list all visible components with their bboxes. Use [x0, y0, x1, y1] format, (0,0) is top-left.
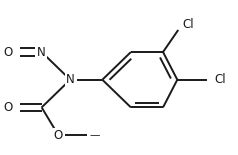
Text: Cl: Cl	[182, 18, 194, 31]
Text: N: N	[66, 73, 74, 86]
Text: Cl: Cl	[214, 73, 226, 86]
Text: O: O	[4, 46, 13, 59]
Text: O: O	[4, 101, 13, 114]
Text: O: O	[54, 128, 63, 142]
Text: —: —	[89, 130, 100, 140]
Text: N: N	[37, 46, 46, 59]
